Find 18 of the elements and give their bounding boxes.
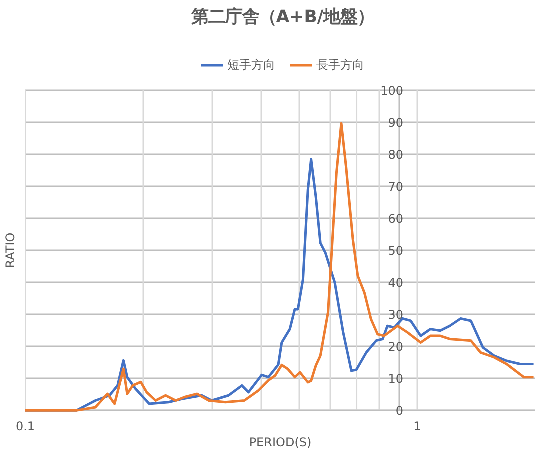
y-tick-label: 80	[388, 148, 404, 162]
x-axis-title: PERIOD(S)	[249, 436, 312, 450]
y-tick-label: 40	[388, 276, 404, 290]
y-tick-label: 30	[388, 308, 404, 322]
x-tick-label: 1	[414, 420, 422, 434]
y-tick-label: 90	[388, 116, 404, 130]
x-tick-label: 0.1	[16, 420, 36, 434]
y-tick-label: 10	[388, 372, 404, 386]
y-tick-label: 0	[396, 404, 404, 418]
y-tick-label: 60	[388, 212, 404, 226]
legend-label: 長手方向	[316, 56, 364, 74]
y-tick-label: 70	[388, 180, 404, 194]
y-tick-label: 50	[388, 244, 404, 258]
legend-label: 短手方向	[228, 56, 276, 74]
y-axis-title: RATIO	[4, 232, 18, 268]
chart-title: 第二庁舎（A+B/地盤）	[190, 8, 375, 28]
y-tick-label: 20	[388, 340, 404, 354]
y-tick-label: 100	[380, 84, 404, 98]
